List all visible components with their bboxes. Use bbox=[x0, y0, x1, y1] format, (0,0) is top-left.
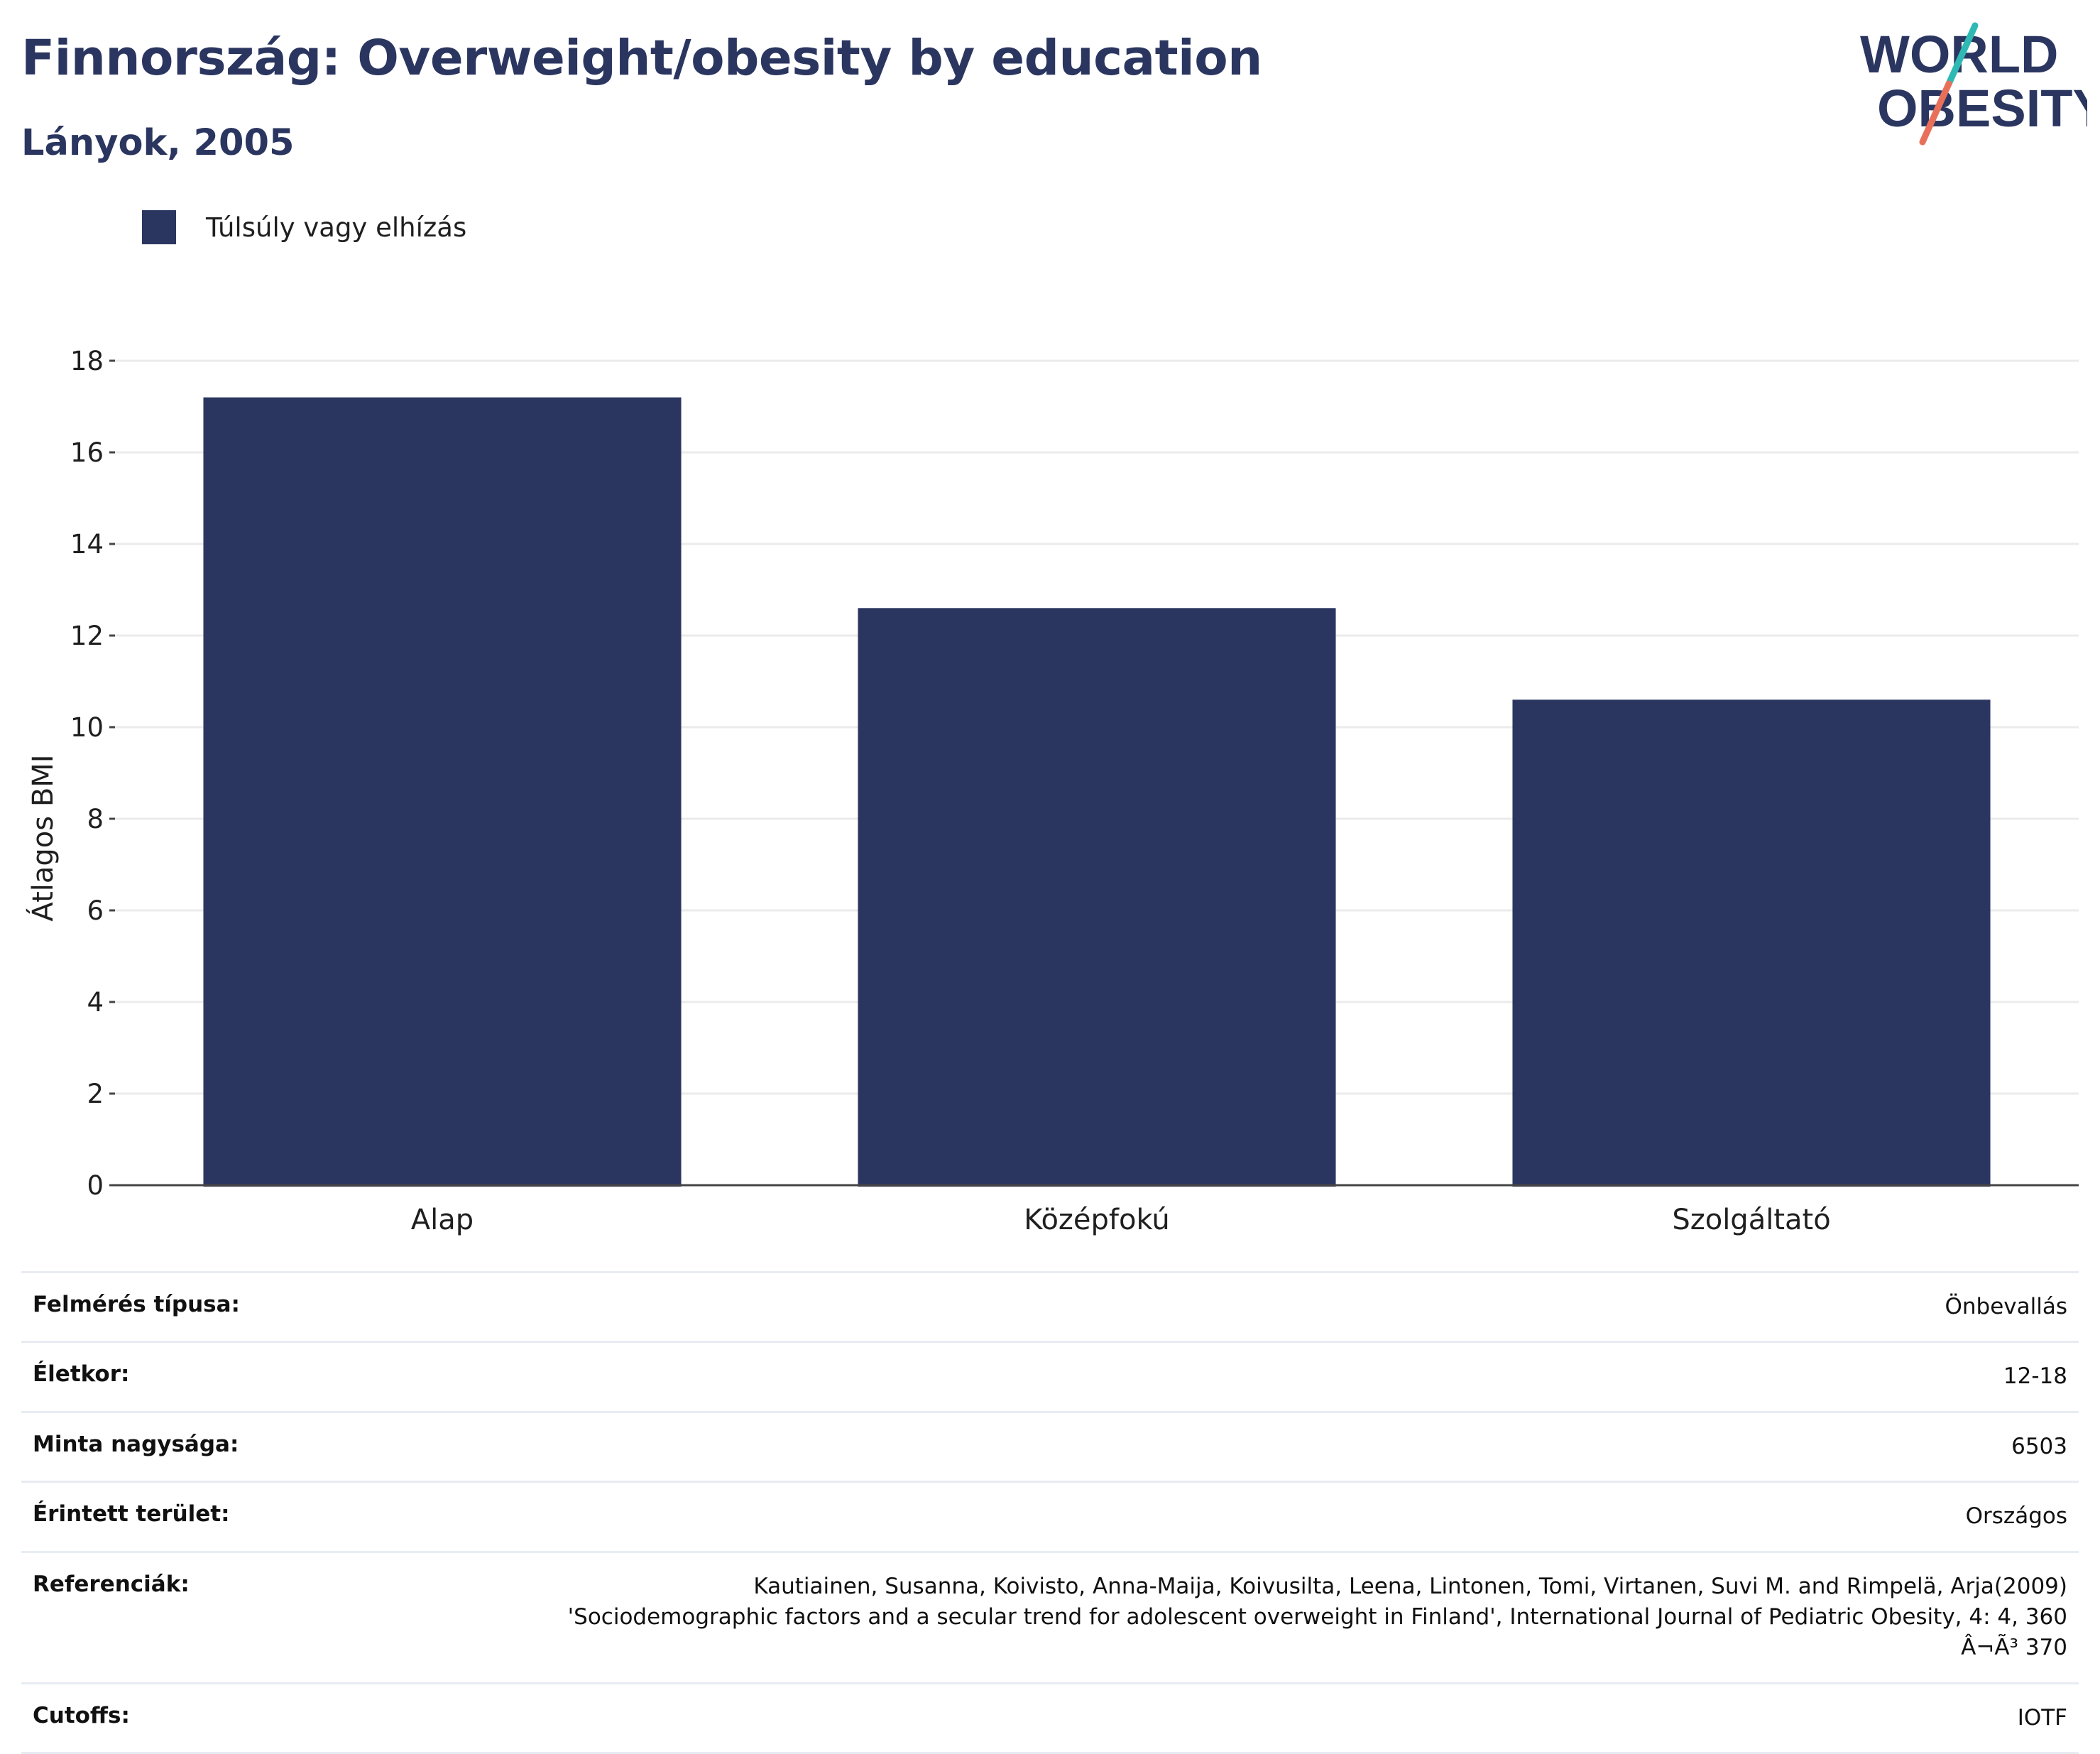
metadata-value: Önbevallás bbox=[1945, 1294, 2067, 1319]
y-tick-label: 18 bbox=[70, 346, 104, 376]
metadata-value: Országos bbox=[1965, 1503, 2067, 1530]
y-axis-label: Átlagos BMI bbox=[26, 754, 60, 921]
logo-slash-red bbox=[1919, 80, 1952, 146]
logo-text-line2: OBESITY bbox=[1877, 79, 2087, 138]
metadata-value: 12-18 bbox=[2003, 1363, 2067, 1390]
metadata-row: Életkor: 12-18 bbox=[21, 1341, 2079, 1410]
axes: 0 2 4 6 8 10 12 14 16 18 Alap Középfokú Szolgáltató bbox=[70, 346, 2079, 1236]
metadata-row: Cutoffs: IOTF bbox=[21, 1682, 2079, 1754]
metadata-row: Minta nagysága: 6503 bbox=[21, 1410, 2079, 1481]
x-tick-label: Alap bbox=[411, 1204, 474, 1236]
bar-szolgáltató bbox=[1512, 699, 1991, 1187]
metadata-value: 6503 bbox=[2011, 1433, 2067, 1459]
bars bbox=[203, 397, 1991, 1187]
metadata-key: Minta nagysága: bbox=[33, 1431, 239, 1457]
metadata-row: Felmérés típusa: Önbevallás bbox=[21, 1271, 2079, 1341]
y-tick-label: 8 bbox=[87, 804, 104, 834]
metadata-value: Kautiainen, Susanna, Koivisto, Anna-Maij… bbox=[567, 1573, 2067, 1661]
metadata-key: Cutoffs: bbox=[33, 1702, 130, 1728]
y-tick-label: 12 bbox=[70, 621, 104, 651]
y-tick-label: 14 bbox=[70, 529, 104, 560]
y-tick-label: 10 bbox=[70, 712, 104, 743]
page-subtitle: Lányok, 2005 bbox=[21, 122, 295, 164]
y-tick-label: 2 bbox=[87, 1079, 104, 1109]
bar-középfokú bbox=[858, 608, 1336, 1187]
legend-swatch bbox=[142, 210, 176, 244]
metadata-value: IOTF bbox=[2017, 1704, 2067, 1731]
bar-alap bbox=[203, 397, 682, 1187]
metadata-row: Érintett terület: Országos bbox=[21, 1481, 2079, 1550]
metadata-key: Érintett terület: bbox=[33, 1501, 230, 1527]
chart-legend: Túlsúly vagy elhízás bbox=[142, 210, 466, 244]
metadata-key: Életkor: bbox=[33, 1361, 130, 1388]
metadata-key: Referenciák: bbox=[33, 1571, 190, 1597]
legend-label: Túlsúly vagy elhízás bbox=[206, 212, 467, 243]
x-tick-label: Középfokú bbox=[1024, 1204, 1170, 1236]
x-tick-label: Szolgáltató bbox=[1672, 1204, 1830, 1236]
page-title: Finnország: Overweight/obesity by educat… bbox=[21, 30, 1262, 87]
y-tick-label: 16 bbox=[70, 437, 104, 468]
world-obesity-logo: WORLD OBESITY bbox=[1860, 22, 2087, 146]
metadata-table: Felmérés típusa: Önbevallás Életkor: 12-18 M… bbox=[21, 1271, 2079, 1754]
y-tick-label: 6 bbox=[87, 895, 104, 926]
logo-slash-teal bbox=[1945, 22, 1979, 87]
metadata-key: Felmérés típusa: bbox=[33, 1292, 240, 1317]
metadata-row: Referenciák: Kautiainen, Susanna, Koivist… bbox=[21, 1550, 2079, 1682]
y-tick-label: 4 bbox=[87, 987, 104, 1018]
y-tick-label: 0 bbox=[87, 1170, 104, 1201]
